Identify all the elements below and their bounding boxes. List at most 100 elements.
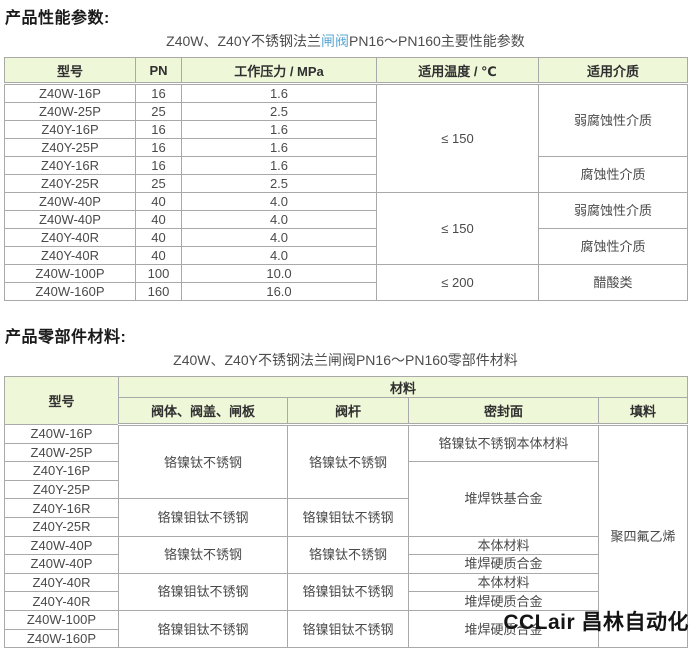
table-cell: 16 [135,83,182,103]
table-cell: 铬镍钛不锈钢 [118,423,288,500]
caption-suffix: PN16～PN160主要性能参数 [348,33,525,49]
table-row: Z40Y-25R 25 2.5 [4,174,688,193]
table-cell: 4.0 [181,246,377,265]
table-cell: Z40Y-16R [4,156,136,175]
materials-table: 型号 材料 阀体、阀盖、闸板 阀杆 密封面 填料 Z40W-16P 铬镍钛不锈钢 铬镍钛不锈钢… [4,376,689,649]
section-heading-materials: 产品零部件材料: [5,329,127,346]
table-cell: 铬镍钼钛不锈钢 [118,609,288,649]
header-cell: 阀体、阀盖、闸板 [118,397,288,426]
caption-prefix: Z40W、Z40Y不锈钢法兰 [166,33,321,49]
table-row: Z40Y-25P [4,479,688,500]
header-cell: 工作压力 / MPa [181,57,377,85]
table-cell: 160 [135,282,182,301]
table-cell: 腐蚀性介质 [538,228,688,265]
table-row: Z40W-25P [4,442,688,463]
table-cell: Z40Y-25P [4,138,136,157]
table-row: Z40Y-16P 堆焊铁基合金 [4,461,688,537]
table-cell: Z40W-25P [4,102,136,121]
brand-watermark: CCLair 昌林自动化 [503,611,689,634]
gate-valve-link[interactable]: 闸阀 [320,33,349,49]
table-row: 阀体、阀盖、闸板 阀杆 密封面 填料 [5,397,689,426]
table-row: Z40W-100P 铬镍钼钛不锈钢 铬镍钼钛不锈钢 堆焊硬质合金 [4,609,688,649]
table-cell: 4.0 [181,228,377,247]
table-cell: 弱腐蚀性介质 [538,83,688,157]
table-cell: 40 [135,210,182,229]
table-cell: Z40Y-25R [4,516,119,537]
header-cell: 材料 [117,376,689,398]
table-cell: Z40W-16P [4,83,136,103]
table-cell: 铬镍钛不锈钢 [287,423,409,500]
header-cell: 阀杆 [287,397,409,426]
table-cell: 弱腐蚀性介质 [538,192,688,229]
table-cell: 10.0 [181,264,377,283]
header-cell: 型号 [4,376,119,425]
table-cell: 16 [135,120,182,139]
table-cell: Z40W-40P [4,535,119,556]
table-cell: Z40W-100P [4,609,119,630]
header-cell: 填料 [597,397,689,426]
table-cell: Z40W-160P [4,628,119,649]
table-cell: ≤ 200 [376,264,539,301]
table-cell: 4.0 [181,192,377,211]
table-cell: 1.6 [181,120,377,139]
table-cell: 铬镍钛不锈钢 [287,535,409,574]
performance-table: 型号 PN 工作压力 / MPa 适用温度 / ℃ 适用介质 Z40W-16P 16 1.6… [4,57,688,301]
table-cell: 堆焊硬质合金 [408,609,599,649]
table-cell: 堆焊铁基合金 [408,461,599,537]
table-row: Z40W-160P [4,628,688,649]
header-cell: 适用介质 [538,57,688,85]
header-cell: 适用温度 / ℃ [376,57,539,85]
table-cell: 16 [135,156,182,175]
table-cell: 堆焊硬质合金 [408,554,599,574]
table-cell: Z40W-16P [4,424,119,444]
table-cell: Z40Y-40R [4,246,136,265]
table-row: Z40W-16P 16 1.6 ≤ 150 弱腐蚀性介质 [4,83,688,193]
table-row: Z40W-40P 40 4.0 [4,210,688,229]
table-cell: Z40Y-40R [4,228,136,247]
table-cell: Z40Y-16P [4,461,119,481]
table-cell: 聚四氟乙烯 [597,423,689,649]
table-row: Z40Y-40R 40 4.0 [4,246,688,265]
performance-table-caption: Z40W、Z40Y不锈钢法兰闸阀PN16～PN160主要性能参数 [0,33,691,50]
table-cell: 100 [135,264,182,283]
table-row: Z40Y-16R 16 1.6 腐蚀性介质 [4,156,688,193]
table-cell: Z40Y-25R [4,174,136,193]
table-cell: Z40Y-16P [4,120,136,139]
table-cell: 4.0 [181,210,377,229]
table-row: Z40W-100P 100 10.0 ≤ 200 醋酸类 [4,264,688,301]
table-cell: Z40W-160P [4,282,136,301]
table-cell: 铬镍钼钛不锈钢 [287,609,409,649]
table-row: Z40Y-40R 堆焊硬质合金 [4,591,688,611]
table-cell: 25 [135,174,182,193]
materials-table-head: 型号 材料 阀体、阀盖、闸板 阀杆 密封面 填料 [4,376,689,426]
table-cell: 铬镍钛不锈钢本体材料 [408,423,599,463]
table-cell: 铬镍钼钛不锈钢 [287,572,409,611]
table-row: Z40W-40P 40 4.0 ≤ 150 弱腐蚀性介质 [4,192,688,265]
table-row: Z40Y-40R 铬镍钼钛不锈钢 铬镍钼钛不锈钢 本体材料 [4,572,688,611]
table-cell: 铬镍钼钛不锈钢 [118,572,288,611]
table-cell: 1.6 [181,156,377,175]
table-row: 型号 PN 工作压力 / MPa 适用温度 / ℃ 适用介质 [4,57,688,85]
section-heading-performance: 产品性能参数: [5,10,110,27]
table-row: Z40W-160P 160 16.0 [4,282,688,301]
materials-table-body: Z40W-16P 铬镍钛不锈钢 铬镍钛不锈钢 铬镍钛不锈钢本体材料 聚四氟乙烯 Z40W-… [4,423,689,649]
table-cell: Z40Y-40R [4,572,119,593]
table-cell: 铬镍钼钛不锈钢 [118,498,288,537]
table-cell: 本体材料 [408,572,599,593]
table-cell: 铬镍钼钛不锈钢 [287,498,409,537]
header-cell: 型号 [4,57,136,85]
table-cell: Z40W-40P [4,554,119,574]
table-cell: 40 [135,192,182,211]
table-cell: 本体材料 [408,535,599,556]
performance-table-body: Z40W-16P 16 1.6 ≤ 150 弱腐蚀性介质 Z40W-25P 25 2.5 Z40… [4,83,688,301]
table-cell: Z40W-40P [4,210,136,229]
materials-table-caption: Z40W、Z40Y不锈钢法兰闸阀PN16～PN160零部件材料 [173,352,518,368]
table-cell: 堆焊硬质合金 [408,591,599,611]
table-cell: 1.6 [181,83,377,103]
table-cell: 2.5 [181,102,377,121]
table-cell: 16 [135,138,182,157]
header-cell: PN [135,57,182,85]
table-cell: 40 [135,228,182,247]
table-cell: 腐蚀性介质 [538,156,688,193]
